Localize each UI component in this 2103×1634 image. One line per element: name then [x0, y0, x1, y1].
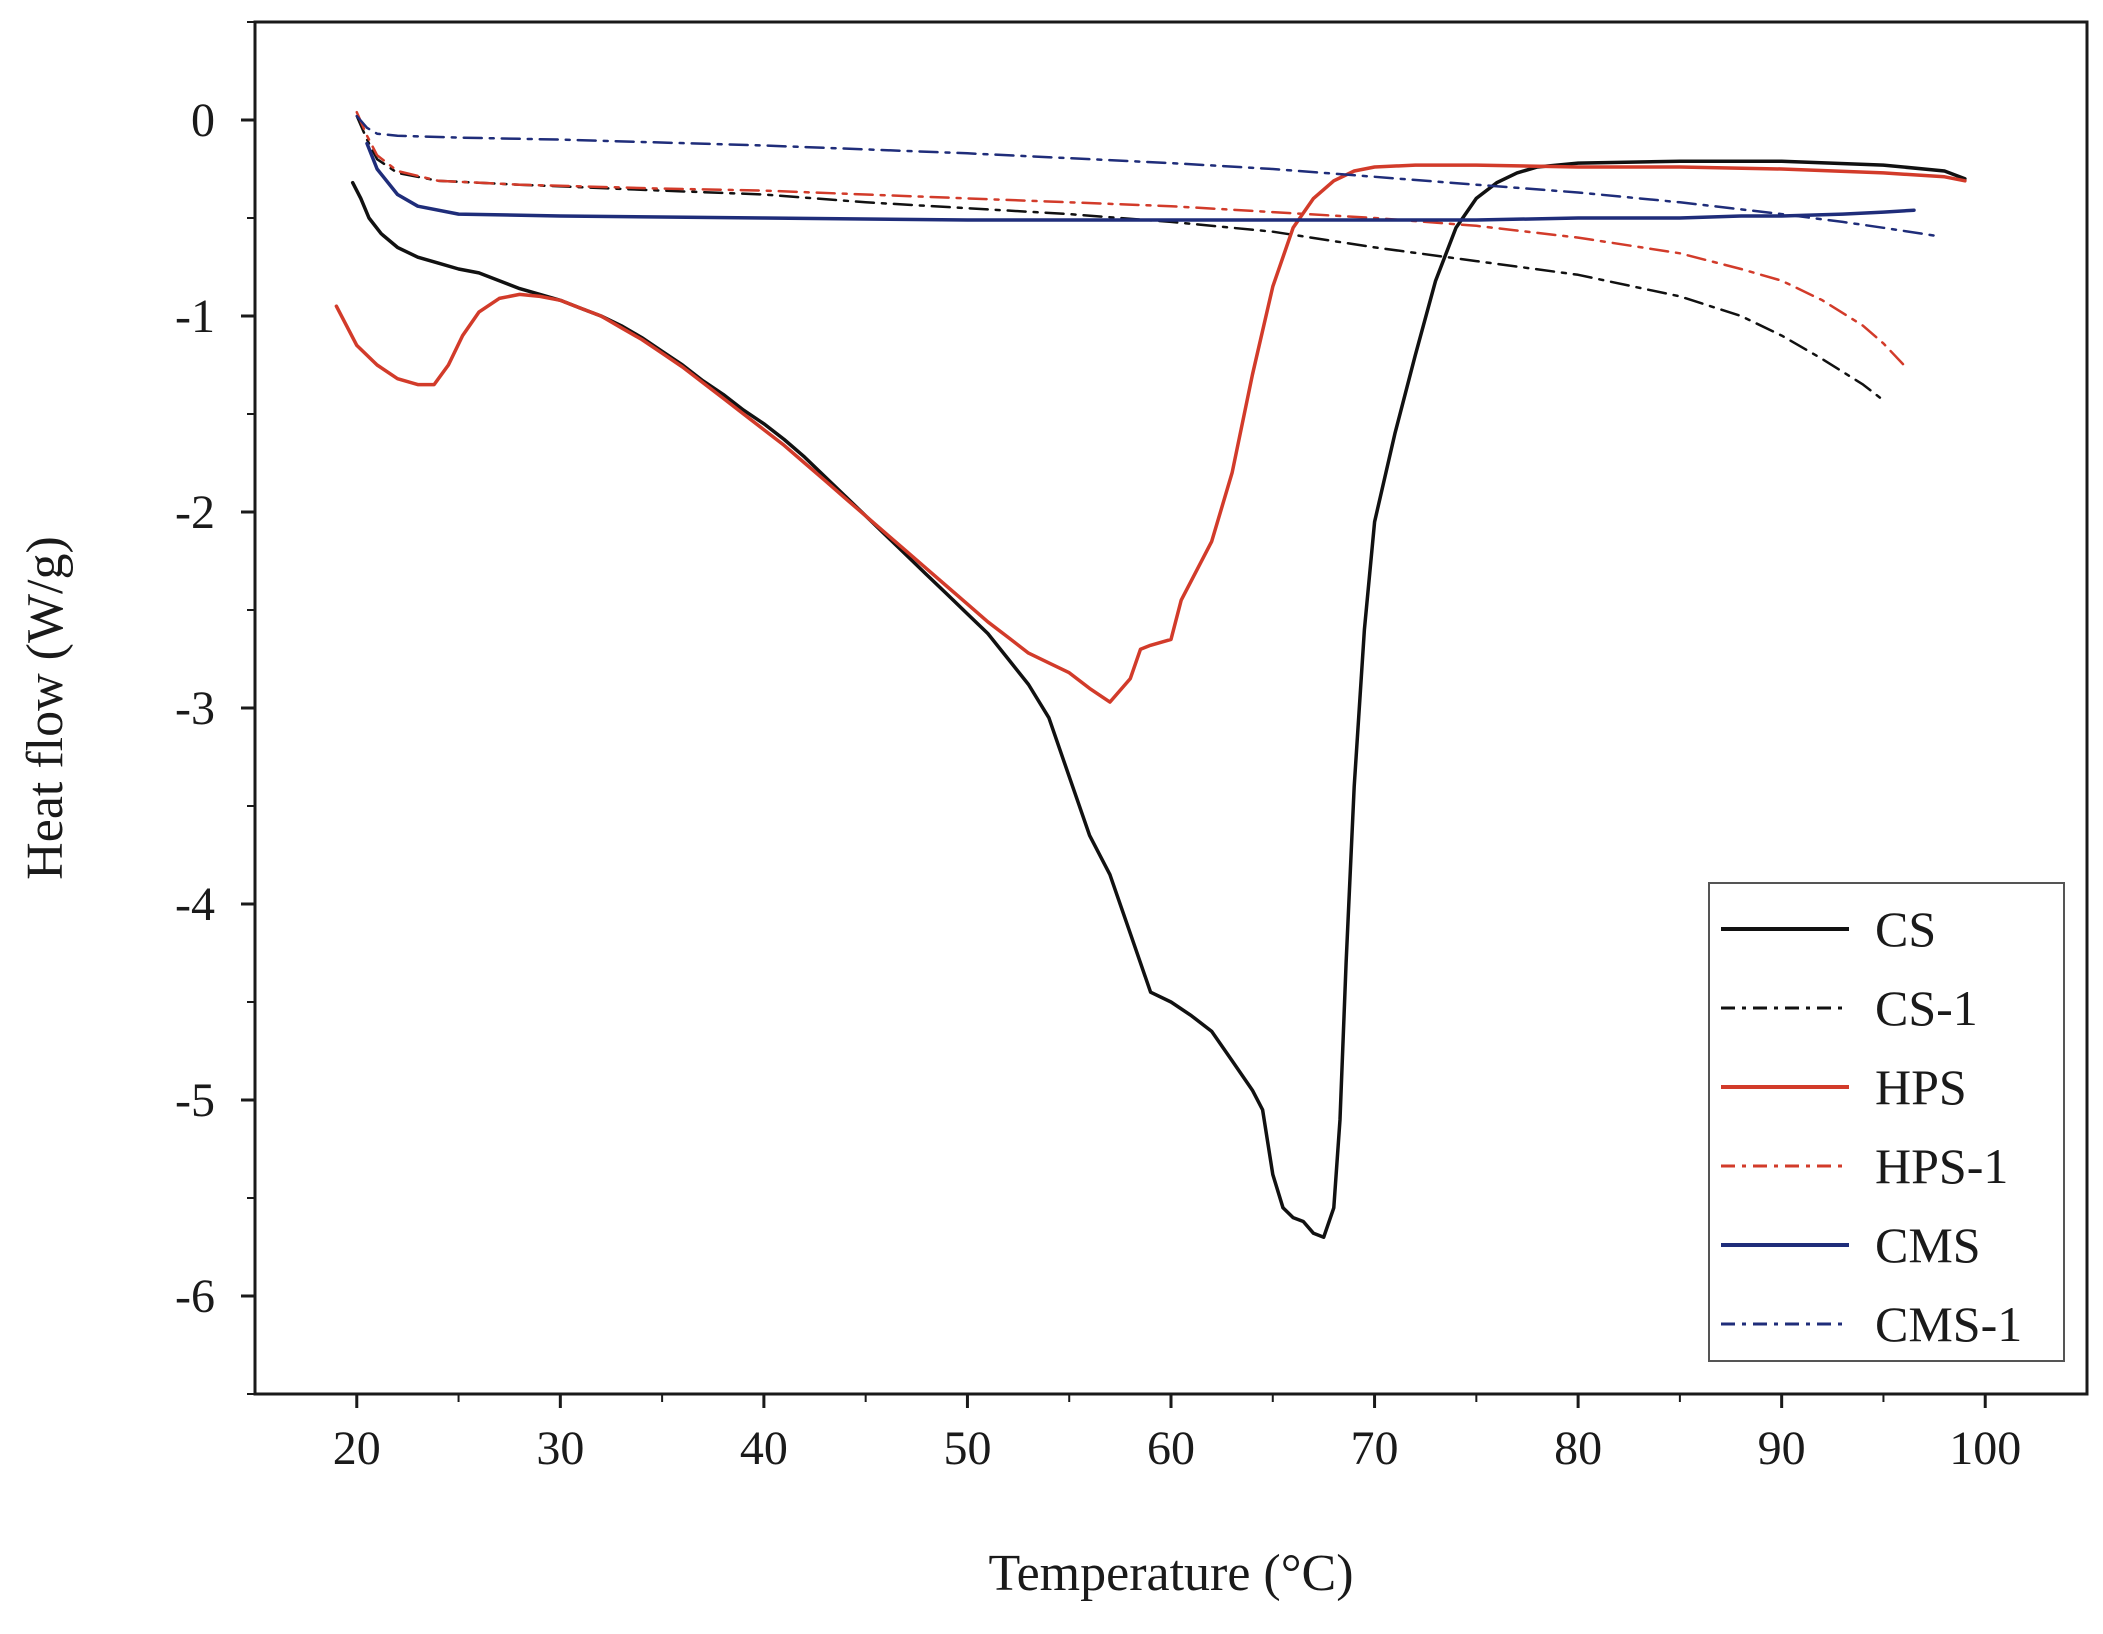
y-tick-label: 0: [191, 94, 215, 147]
x-tick-label: 90: [1758, 1422, 1806, 1475]
legend-label-hps-1: HPS-1: [1875, 1138, 2008, 1194]
series-line-hps: [334, 163, 1967, 704]
x-tick-label: 30: [536, 1422, 584, 1475]
y-tick-label: -1: [175, 290, 215, 343]
x-tick-label: 70: [1351, 1422, 1399, 1475]
y-tick-label: -6: [175, 1270, 215, 1323]
y-tick-label: -2: [175, 486, 215, 539]
legend: CS CS-1 HPS HPS-1 CMS CMS-1: [1708, 882, 2065, 1362]
legend-label-cs-1: CS-1: [1875, 980, 1978, 1036]
legend-label-cms-1: CMS-1: [1875, 1296, 2022, 1352]
legend-label-cms: CMS: [1875, 1217, 1981, 1273]
x-tick-label: 20: [333, 1422, 381, 1475]
y-tick-label: -3: [175, 682, 215, 735]
x-tick-label: 100: [1949, 1422, 2021, 1475]
series-line-cms: [365, 141, 1916, 222]
y-axis-title: Heat flow (W/g): [17, 536, 74, 880]
x-tick-label: 60: [1147, 1422, 1195, 1475]
legend-label-hps: HPS: [1875, 1059, 1967, 1115]
series-line-hps-1: [355, 110, 1906, 367]
legend-label-cs: CS: [1875, 901, 1936, 957]
y-tick-label: -5: [175, 1074, 215, 1127]
series-line-cms-1: [355, 114, 1936, 237]
legend-box: [1708, 882, 2065, 1362]
x-tick-label: 50: [943, 1422, 991, 1475]
x-axis-title: Temperature (°C): [988, 1545, 1353, 1602]
y-tick-label: -4: [175, 878, 215, 931]
x-tick-label: 40: [740, 1422, 788, 1475]
x-tick-label: 80: [1554, 1422, 1602, 1475]
